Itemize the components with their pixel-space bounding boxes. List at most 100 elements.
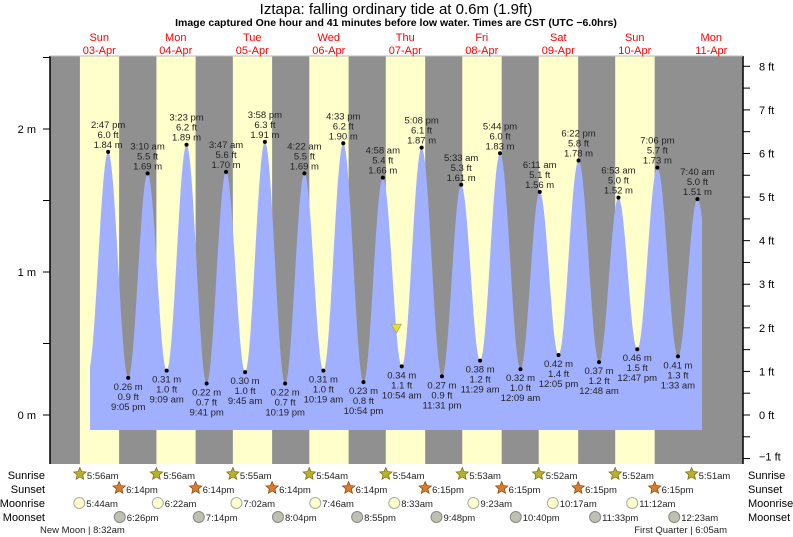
tide-label-time: 3:47 am: [209, 140, 243, 151]
tide-label-ft: 6.2 ft: [333, 121, 354, 132]
tide-label-ft: 1.2 ft: [470, 375, 491, 386]
day-of-week-label: Mon: [165, 32, 186, 44]
sunrise-row-label-right: Sunrise: [748, 470, 785, 482]
tide-label-ft: 5.1 ft: [529, 170, 550, 181]
tide-point-low: [478, 358, 483, 363]
tide-point-high: [695, 197, 700, 202]
right-tick-label: −1 ft: [759, 452, 781, 464]
tide-label-m: 0.46 m: [623, 353, 652, 364]
moonrise-row-label: Moonrise: [0, 498, 45, 510]
sunrise-row-label: Sunrise: [8, 470, 45, 482]
sunset-time: 6:14pm: [126, 485, 158, 496]
moonrise-icon: [388, 497, 401, 509]
tide-label-m: 0.32 m: [506, 373, 535, 384]
sunrise-time: 5:54am: [316, 471, 348, 482]
sunset-time: 6:14pm: [203, 485, 235, 496]
tide-point-high: [262, 139, 267, 144]
tide-point-low: [243, 370, 248, 375]
tide-point-low: [204, 381, 209, 386]
sunrise-icon: [531, 466, 546, 481]
tide-label-ft: 1.5 ft: [627, 363, 648, 374]
right-tick-label: 5 ft: [759, 192, 774, 204]
sunrise-icon: [608, 466, 623, 481]
tide-label-time: 3:23 pm: [169, 113, 203, 124]
sunset-icon: [188, 480, 203, 495]
sunset-time: 6:15pm: [662, 485, 694, 496]
tide-label-m: 0.22 m: [192, 388, 221, 399]
moonrise-icon: [73, 497, 86, 509]
date-label: 08-Apr: [465, 45, 498, 57]
sunrise-icon: [149, 466, 164, 481]
tide-label-time: 3:10 am: [130, 141, 164, 152]
sunrise-icon: [302, 466, 317, 481]
moonset-icon: [113, 511, 126, 523]
moonset-icon: [271, 511, 284, 523]
tide-label-m: 0.42 m: [544, 359, 573, 370]
sunset-time: 6:15pm: [585, 485, 617, 496]
sunset-time: 6:15pm: [509, 485, 541, 496]
tide-label-time: 6:11 am: [523, 160, 557, 171]
tide-label-ft: 0.9 ft: [431, 390, 452, 401]
sunrise-icon: [378, 466, 393, 481]
tide-label-m: 1.87 m: [407, 136, 436, 147]
tide-point-low: [283, 381, 288, 386]
tide-label-ft: 6.0 ft: [489, 131, 510, 142]
chart-title: Iztapa: falling ordinary tide at 0.6m (1…: [260, 1, 533, 18]
tide-label-time: 7:06 pm: [640, 136, 674, 147]
tide-label-time: 6:22 pm: [561, 128, 595, 139]
sunset-icon: [341, 480, 356, 495]
moonset-icon: [351, 511, 364, 523]
tide-label-time: 9:41 pm: [189, 408, 223, 419]
moonset-time: 8:55pm: [364, 513, 396, 524]
sunset-row-label-right: Sunset: [748, 484, 782, 496]
date-labels: Sun03-AprMon04-AprTue05-AprWed06-AprThu0…: [83, 32, 728, 57]
tide-label-m: 0.31 m: [152, 375, 181, 386]
date-label: 03-Apr: [83, 45, 116, 57]
tide-label-time: 10:19 am: [304, 395, 344, 406]
sunset-row-label: Sunset: [11, 484, 45, 496]
moonrise-time: 9:23am: [480, 499, 512, 510]
tide-label-m: 1.52 m: [604, 186, 633, 197]
tide-label-ft: 5.4 ft: [372, 156, 393, 167]
tide-label-m: 1.84 m: [94, 140, 123, 151]
tide-label-time: 12:47 pm: [617, 373, 657, 384]
tide-label-m: 1.83 m: [486, 141, 515, 152]
tide-label-time: 5:44 pm: [483, 121, 517, 132]
tide-label-ft: 1.1 ft: [391, 380, 412, 391]
moonrise-row-label-right: Moonrise: [748, 498, 793, 510]
tide-label-ft: 5.6 ft: [215, 150, 236, 161]
sunrise-time: 5:56am: [87, 471, 119, 482]
tide-point-high: [341, 141, 346, 146]
tide-label-time: 12:05 pm: [539, 379, 579, 390]
tide-point-high: [616, 195, 621, 200]
tide-label-m: 0.34 m: [387, 370, 416, 381]
right-tick-label: 6 ft: [759, 148, 774, 160]
tide-point-high: [106, 149, 111, 154]
moonset-time: 6:26pm: [127, 513, 159, 524]
tide-label-ft: 1.0 ft: [313, 385, 334, 396]
tide-point-high: [576, 158, 581, 163]
sunset-icon: [112, 480, 127, 495]
date-label: 07-Apr: [389, 45, 422, 57]
tide-label-ft: 0.7 ft: [275, 398, 296, 409]
date-label: 09-Apr: [542, 45, 575, 57]
moonrise-time: 11:12am: [639, 499, 675, 510]
sunset-icon: [571, 480, 586, 495]
day-of-week-label: Thu: [396, 32, 415, 44]
sunset-time: 6:14pm: [356, 485, 388, 496]
tide-label-m: 1.69 m: [133, 161, 162, 172]
tide-label-time: 2:47 pm: [91, 120, 125, 131]
moonrise-time: 6:22am: [165, 499, 197, 510]
tide-label-m: 1.51 m: [683, 187, 712, 198]
day-of-week-label: Fri: [475, 32, 488, 44]
tide-label-ft: 6.0 ft: [98, 130, 119, 141]
moonset-time: 7:14pm: [206, 513, 238, 524]
sunrise-icon: [455, 466, 470, 481]
tide-label-time: 10:54 am: [382, 390, 422, 401]
day-of-week-label: Sun: [89, 32, 109, 44]
left-tick-label: 2 m: [18, 124, 36, 136]
tide-label-m: 1.89 m: [172, 133, 201, 144]
tide-label-time: 9:45 am: [228, 396, 262, 407]
moonset-icon: [192, 511, 205, 523]
